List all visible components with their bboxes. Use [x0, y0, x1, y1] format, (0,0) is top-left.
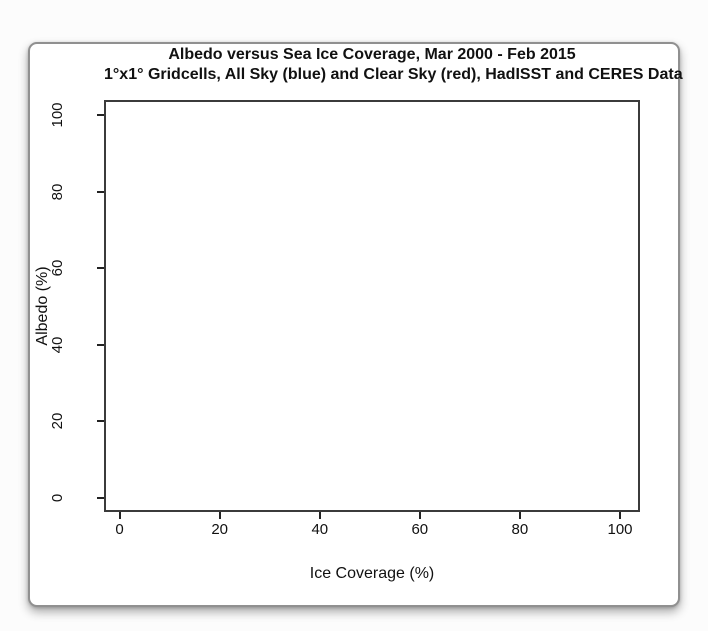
x-axis-title: Ice Coverage (%) [309, 565, 435, 582]
chart-subtitle: 1°x1° Gridcells, All Sky (blue) and Clea… [104, 66, 683, 83]
x-tick-mark [619, 512, 621, 519]
x-tick-mark [118, 512, 121, 519]
y-tick-label: 20 [49, 413, 66, 430]
y-tick-label: 100 [49, 102, 66, 128]
x-tick-label: 80 [511, 521, 529, 538]
x-tick-label: 0 [115, 521, 124, 538]
y-tick-mark [97, 420, 104, 423]
y-tick-mark [97, 114, 104, 116]
y-axis-title: Albedo (%) [34, 266, 51, 346]
chart-title: Albedo versus Sea Ice Coverage, Mar 2000… [168, 46, 576, 63]
y-tick-label: 80 [49, 183, 66, 200]
y-tick-mark [97, 497, 104, 499]
x-tick-label: 60 [411, 521, 429, 538]
plot-frame [104, 100, 640, 512]
x-tick-label: 20 [211, 521, 229, 538]
x-tick-label: 40 [311, 521, 329, 538]
x-tick-mark [318, 512, 321, 519]
y-tick-label: 0 [49, 493, 66, 503]
y-tick-mark [97, 190, 104, 193]
x-tick-mark [518, 512, 521, 519]
x-tick-mark [418, 512, 421, 519]
figure-card: Albedo versus Sea Ice Coverage, Mar 2000… [28, 42, 683, 607]
y-tick-mark [97, 267, 104, 270]
x-tick-mark [218, 512, 221, 519]
x-tick-label: 100 [607, 521, 633, 538]
y-tick-mark [97, 343, 104, 346]
